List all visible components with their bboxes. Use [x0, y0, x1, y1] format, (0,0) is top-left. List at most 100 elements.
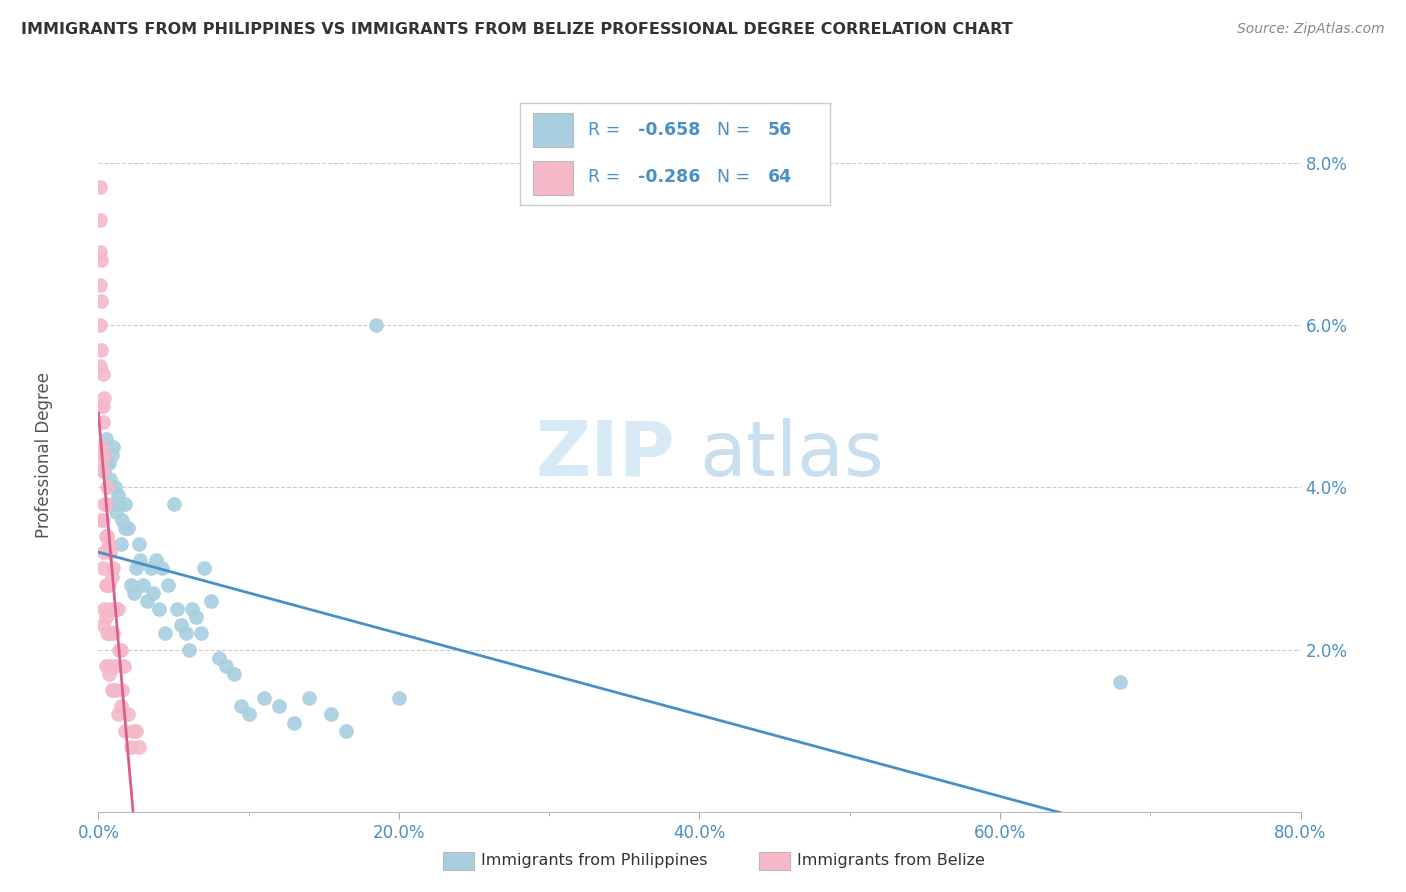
Point	[117, 521, 139, 535]
Point	[114, 521, 136, 535]
Point	[125, 561, 148, 575]
Text: R =: R =	[588, 120, 626, 139]
Point	[97, 626, 120, 640]
Point	[93, 448, 115, 462]
Point	[97, 456, 120, 470]
Point	[122, 723, 145, 738]
Point	[90, 293, 112, 308]
Point	[93, 545, 115, 559]
Point	[105, 505, 128, 519]
Point	[107, 602, 129, 616]
Point	[89, 318, 111, 333]
Point	[97, 537, 120, 551]
Point	[104, 658, 127, 673]
Text: atlas: atlas	[699, 418, 884, 491]
Point	[94, 432, 117, 446]
Text: N =: N =	[706, 169, 755, 186]
Point	[222, 666, 245, 681]
Text: Professional Degree: Professional Degree	[35, 372, 53, 538]
Point	[135, 594, 157, 608]
Point	[100, 545, 122, 559]
Point	[100, 658, 122, 673]
Point	[96, 529, 118, 543]
Point	[110, 699, 132, 714]
Point	[153, 626, 176, 640]
Point	[101, 683, 124, 698]
Point	[94, 529, 117, 543]
Point	[91, 416, 114, 430]
Point	[103, 497, 125, 511]
Point	[103, 440, 125, 454]
Point	[193, 561, 215, 575]
Point	[104, 602, 127, 616]
Point	[89, 277, 111, 292]
Text: N =: N =	[706, 120, 755, 139]
Text: -0.286: -0.286	[638, 169, 700, 186]
Point	[90, 253, 112, 268]
Point	[105, 683, 128, 698]
Text: -0.658: -0.658	[638, 120, 700, 139]
Point	[117, 707, 139, 722]
Point	[103, 683, 125, 698]
Point	[253, 691, 276, 706]
FancyBboxPatch shape	[533, 161, 572, 194]
Point	[91, 464, 114, 478]
Point	[90, 399, 112, 413]
Point	[298, 691, 321, 706]
Point	[321, 707, 343, 722]
Point	[174, 626, 197, 640]
Point	[200, 594, 222, 608]
Point	[97, 666, 120, 681]
Point	[148, 602, 170, 616]
Point	[94, 577, 117, 591]
Point	[124, 586, 146, 600]
Point	[91, 561, 114, 575]
Point	[150, 561, 173, 575]
Text: Source: ZipAtlas.com: Source: ZipAtlas.com	[1237, 22, 1385, 37]
Point	[208, 650, 231, 665]
Point	[91, 399, 114, 413]
Point	[162, 497, 184, 511]
Point	[101, 448, 124, 462]
Point	[125, 723, 148, 738]
Point	[91, 618, 114, 632]
Point	[89, 180, 111, 194]
Point	[190, 626, 212, 640]
Point	[94, 610, 117, 624]
Point	[128, 537, 150, 551]
Point	[129, 553, 152, 567]
Point	[105, 602, 128, 616]
Point	[101, 569, 124, 583]
Point	[94, 497, 117, 511]
Point	[170, 618, 193, 632]
Point	[90, 440, 112, 454]
Point	[89, 359, 111, 373]
Point	[93, 448, 115, 462]
Text: R =: R =	[588, 169, 626, 186]
Point	[103, 561, 125, 575]
Point	[107, 707, 129, 722]
Point	[110, 642, 132, 657]
Point	[111, 513, 134, 527]
Point	[108, 497, 131, 511]
Point	[103, 626, 125, 640]
Point	[184, 610, 207, 624]
Point	[388, 691, 411, 706]
Point	[366, 318, 388, 333]
Point	[238, 707, 260, 722]
Text: 56: 56	[768, 120, 792, 139]
Point	[114, 723, 136, 738]
Point	[215, 658, 238, 673]
Text: IMMIGRANTS FROM PHILIPPINES VS IMMIGRANTS FROM BELIZE PROFESSIONAL DEGREE CORREL: IMMIGRANTS FROM PHILIPPINES VS IMMIGRANT…	[21, 22, 1012, 37]
Point	[156, 577, 179, 591]
Point	[93, 464, 115, 478]
Point	[96, 456, 118, 470]
Point	[94, 658, 117, 673]
Point	[121, 739, 143, 754]
Point	[96, 626, 118, 640]
Point	[96, 480, 118, 494]
Point	[108, 642, 131, 657]
Point	[93, 602, 115, 616]
Point	[231, 699, 253, 714]
Point	[89, 212, 111, 227]
